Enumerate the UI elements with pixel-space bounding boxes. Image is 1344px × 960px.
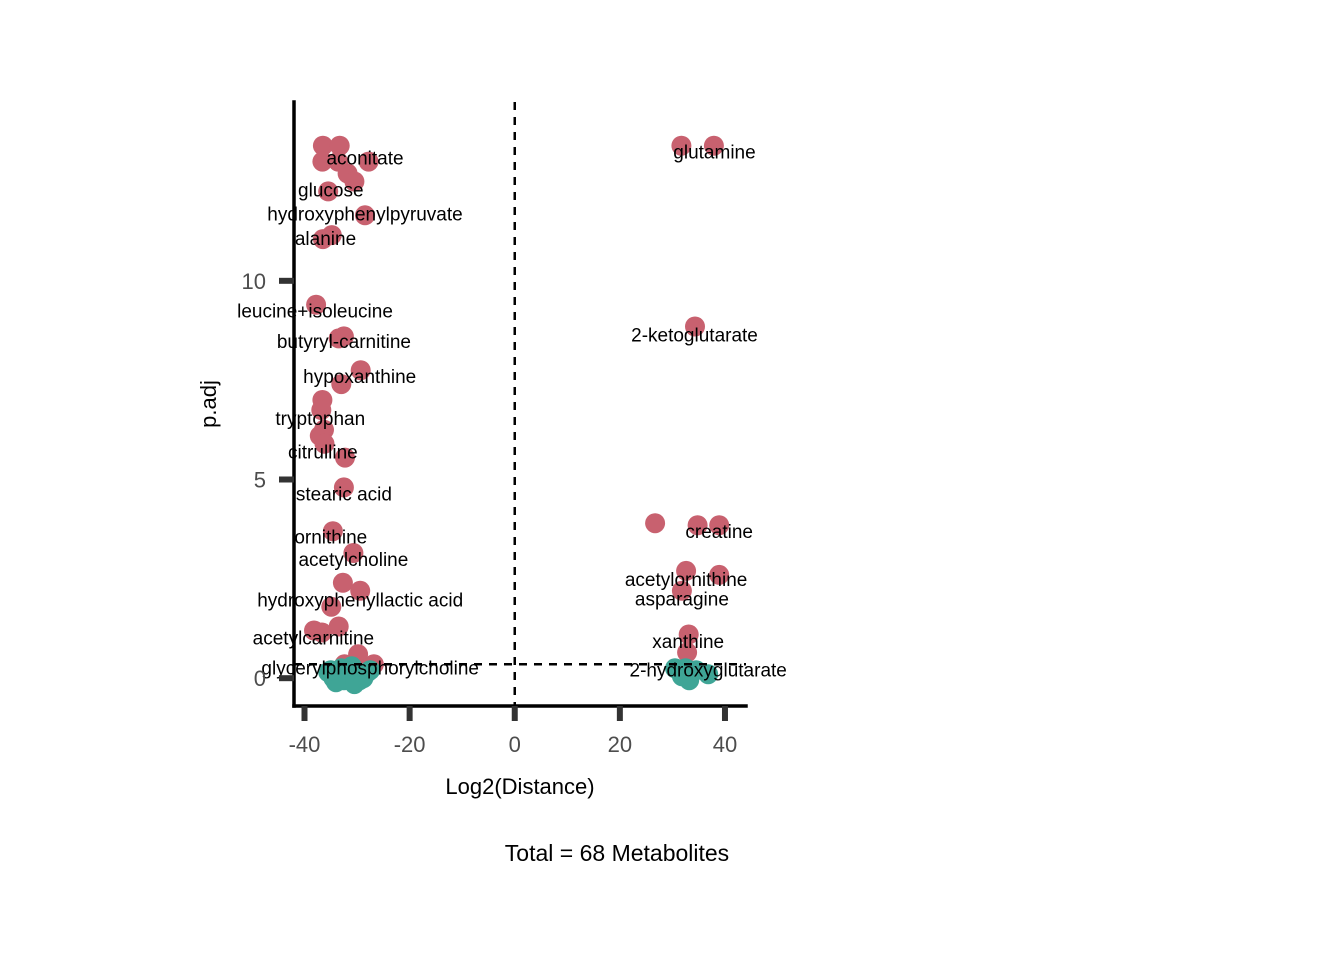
data-point-significant bbox=[350, 580, 371, 601]
x-tick-label: 40 bbox=[713, 732, 737, 757]
point-label: glycerylphosphorylcholine bbox=[261, 659, 479, 680]
data-point-significant bbox=[332, 572, 353, 593]
y-tick-label: 10 bbox=[242, 269, 266, 294]
data-point-significant bbox=[358, 151, 379, 172]
data-point-significant bbox=[677, 642, 698, 663]
data-point-significant bbox=[333, 477, 354, 498]
point-label: 2-hydroxyglutarate bbox=[630, 660, 787, 681]
data-point-significant bbox=[322, 521, 343, 542]
data-point-significant bbox=[312, 151, 333, 172]
point-label: acetylcarnitine bbox=[253, 629, 374, 650]
reference-lines bbox=[294, 102, 746, 706]
data-point-significant bbox=[709, 564, 730, 585]
point-label: citrulline bbox=[288, 443, 358, 464]
point-label: acetylornithine bbox=[625, 570, 748, 591]
data-point-significant bbox=[318, 181, 339, 202]
point-label: stearic acid bbox=[296, 484, 392, 505]
point-label: ornithine bbox=[294, 527, 367, 548]
point-label: asparagine bbox=[635, 590, 729, 611]
caption: Total = 68 Metabolites bbox=[505, 840, 729, 866]
data-point-significant bbox=[306, 294, 327, 315]
point-label: creatine bbox=[685, 522, 753, 543]
point-label: glutamine bbox=[673, 143, 755, 164]
point-label: butyryl-carnitine bbox=[277, 332, 411, 353]
point-label: hydroxyphenylpyruvate bbox=[267, 204, 462, 225]
point-label: hypoxanthine bbox=[303, 367, 416, 388]
data-point-significant bbox=[645, 513, 666, 534]
axes: -40 -20 0 20 40 0 5 10 bbox=[242, 100, 748, 757]
data-point-significant bbox=[355, 205, 375, 226]
points-layer bbox=[304, 135, 730, 695]
x-tick-label: -20 bbox=[394, 732, 426, 757]
y-axis-title: p.adj bbox=[196, 380, 221, 428]
x-tick-label: 20 bbox=[608, 732, 632, 757]
point-label: hydroxyphenyllactic acid bbox=[257, 591, 463, 612]
y-tick-label: 0 bbox=[254, 666, 266, 691]
data-point-significant bbox=[311, 622, 332, 643]
point-label: tryptophan bbox=[275, 409, 365, 430]
data-point-significant bbox=[343, 543, 364, 563]
data-point-significant bbox=[685, 316, 705, 337]
data-point-significant bbox=[709, 515, 730, 536]
data-point-significant bbox=[329, 135, 350, 156]
data-point-significant bbox=[328, 616, 349, 637]
data-point-significant bbox=[321, 596, 342, 617]
point-label: glucose bbox=[298, 180, 364, 201]
data-point-significant bbox=[335, 447, 355, 468]
data-point-significant bbox=[671, 135, 692, 156]
data-point-significant bbox=[312, 229, 333, 250]
data-point-significant bbox=[703, 135, 724, 156]
data-point-significant bbox=[687, 515, 708, 536]
point-label: acetylcholine bbox=[298, 550, 408, 571]
data-point-not-significant bbox=[353, 668, 374, 689]
data-point-significant bbox=[331, 374, 352, 395]
point-label: 2-ketoglutarate bbox=[631, 326, 758, 347]
data-point-significant bbox=[676, 560, 697, 581]
x-axis-title: Log2(Distance) bbox=[445, 774, 594, 799]
x-tick-label: -40 bbox=[289, 732, 321, 757]
data-point-significant bbox=[350, 360, 371, 381]
point-label: leucine+isoleucine bbox=[237, 302, 393, 323]
point-label: aconitate bbox=[326, 149, 403, 170]
data-point-significant bbox=[311, 400, 332, 420]
data-point-significant bbox=[314, 433, 335, 454]
point-labels-layer: aconitate glucose hydroxyphenylpyruvate ala… bbox=[237, 143, 787, 682]
point-label: alanine bbox=[295, 229, 356, 250]
data-point-significant bbox=[678, 624, 699, 645]
x-tick-label: 0 bbox=[509, 732, 521, 757]
data-point-significant bbox=[312, 135, 333, 156]
data-point-significant bbox=[328, 328, 349, 349]
point-label: xanthine bbox=[652, 632, 724, 653]
data-point-significant bbox=[671, 580, 692, 601]
y-tick-label: 5 bbox=[254, 468, 266, 493]
data-point-not-significant bbox=[698, 664, 719, 685]
data-point-significant bbox=[344, 171, 365, 192]
